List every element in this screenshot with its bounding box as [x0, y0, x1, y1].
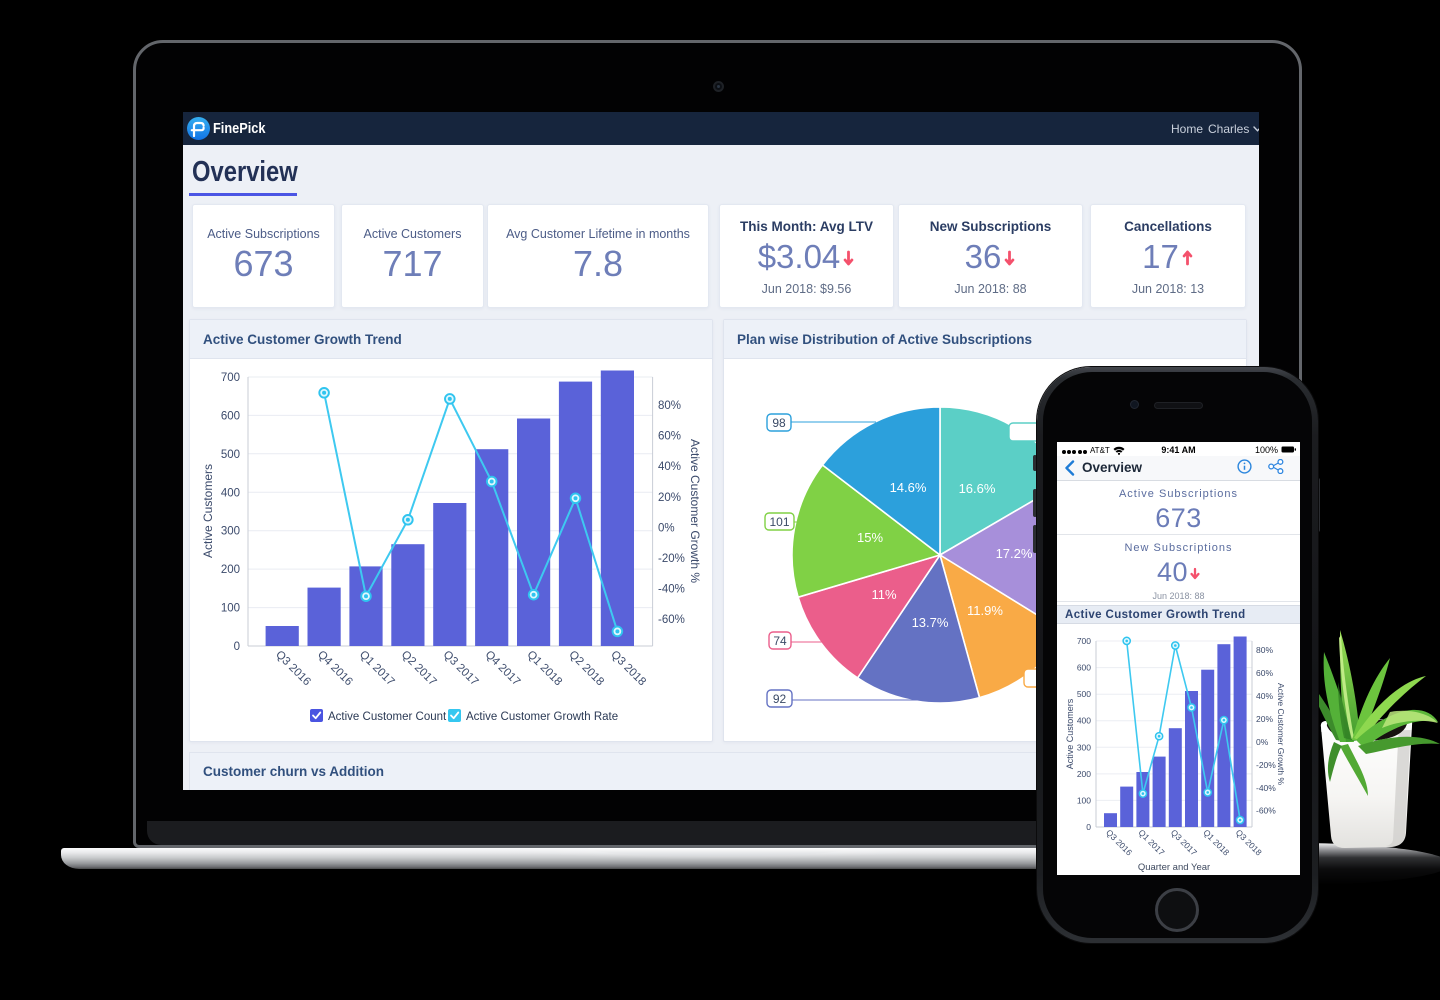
svg-text:Q1 2018: Q1 2018	[1201, 827, 1231, 857]
svg-text:Q3 2016: Q3 2016	[1104, 827, 1134, 857]
svg-text:500: 500	[221, 449, 240, 461]
svg-text:500: 500	[1077, 689, 1091, 699]
svg-text:200: 200	[221, 564, 240, 576]
svg-text:-40%: -40%	[658, 584, 685, 596]
svg-text:100: 100	[221, 603, 240, 615]
svg-text:0%: 0%	[1256, 737, 1269, 747]
svg-text:74: 74	[773, 634, 787, 648]
svg-text:-20%: -20%	[1256, 760, 1276, 770]
svg-text:Active Customers: Active Customers	[201, 464, 215, 558]
svg-text:80%: 80%	[1256, 645, 1273, 655]
svg-text:101: 101	[769, 515, 789, 529]
svg-text:Q2 2017: Q2 2017	[399, 649, 439, 689]
svg-text:92: 92	[773, 692, 787, 706]
svg-text:100: 100	[1077, 795, 1091, 805]
svg-text:17.2%: 17.2%	[996, 546, 1033, 561]
svg-text:60%: 60%	[658, 431, 681, 443]
svg-text:Active Customers: Active Customers	[1065, 698, 1075, 769]
svg-text:-60%: -60%	[1256, 806, 1276, 816]
svg-text:700: 700	[1077, 636, 1091, 646]
svg-text:Active Customer Count: Active Customer Count	[328, 711, 447, 723]
svg-text:11.9%: 11.9%	[967, 603, 1003, 618]
svg-text:Q4 2016: Q4 2016	[315, 649, 355, 689]
svg-text:80%: 80%	[658, 400, 681, 412]
svg-text:16.6%: 16.6%	[959, 481, 996, 496]
svg-text:700: 700	[221, 372, 240, 384]
svg-text:Q3 2017: Q3 2017	[441, 649, 481, 689]
svg-text:200: 200	[1077, 769, 1091, 779]
svg-text:400: 400	[1077, 716, 1091, 726]
svg-text:20%: 20%	[1256, 714, 1273, 724]
svg-text:0: 0	[1086, 822, 1091, 832]
svg-text:Active Customer Growth %: Active Customer Growth %	[1276, 683, 1286, 785]
svg-text:Q4 2017: Q4 2017	[483, 649, 523, 689]
svg-text:Quarter and Year: Quarter and Year	[1138, 862, 1210, 873]
svg-text:600: 600	[221, 410, 240, 422]
svg-text:Q1 2018: Q1 2018	[524, 649, 564, 689]
svg-text:-60%: -60%	[658, 614, 685, 626]
svg-text:15%: 15%	[857, 530, 883, 545]
svg-text:Q3 2016: Q3 2016	[273, 649, 313, 689]
svg-text:300: 300	[1077, 742, 1091, 752]
svg-text:400: 400	[221, 487, 240, 499]
svg-text:-20%: -20%	[658, 553, 685, 565]
svg-text:Q2 2018: Q2 2018	[566, 649, 606, 689]
svg-text:Q1 2017: Q1 2017	[1136, 827, 1166, 857]
svg-text:11%: 11%	[871, 587, 896, 602]
svg-text:Q3 2018: Q3 2018	[1234, 827, 1264, 857]
svg-text:98: 98	[772, 416, 786, 430]
svg-text:Q3 2018: Q3 2018	[608, 649, 648, 689]
svg-text:60%: 60%	[1256, 668, 1273, 678]
svg-text:0: 0	[234, 641, 240, 653]
svg-text:Q3 2017: Q3 2017	[1169, 827, 1199, 857]
svg-text:40%: 40%	[1256, 691, 1273, 701]
svg-text:Active Customer Growth Rate: Active Customer Growth Rate	[466, 711, 618, 723]
svg-text:600: 600	[1077, 663, 1091, 673]
svg-text:40%: 40%	[658, 461, 681, 473]
svg-text:Q1 2017: Q1 2017	[357, 649, 397, 689]
svg-text:0%: 0%	[658, 522, 675, 534]
svg-text:300: 300	[221, 526, 240, 538]
svg-text:20%: 20%	[658, 492, 681, 504]
svg-text:13.7%: 13.7%	[912, 615, 949, 630]
svg-text:-40%: -40%	[1256, 783, 1276, 793]
svg-text:Active Customer Growth %: Active Customer Growth %	[688, 439, 702, 583]
svg-text:14.6%: 14.6%	[890, 480, 927, 495]
